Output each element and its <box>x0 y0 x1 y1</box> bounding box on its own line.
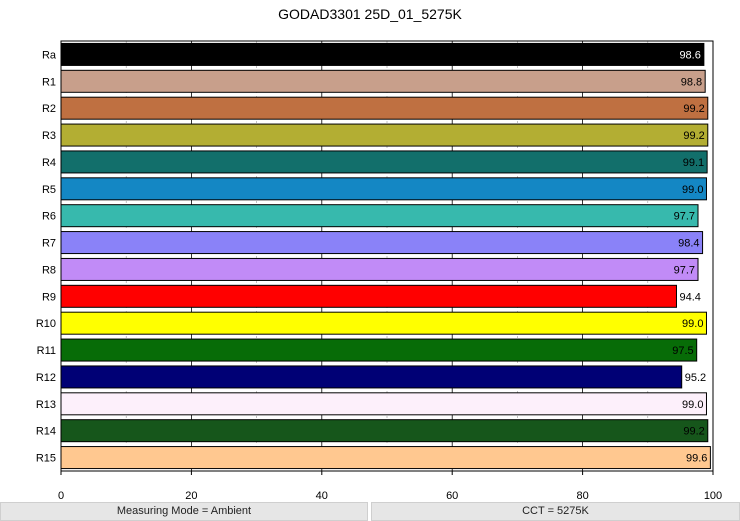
x-tick-label: 40 <box>316 490 328 501</box>
category-label: R9 <box>42 291 56 303</box>
value-label: 99.2 <box>683 130 704 142</box>
x-tick-label: 0 <box>58 490 64 501</box>
bar-r9 <box>60 284 677 308</box>
bar-r1 <box>60 69 706 93</box>
bar-r13 <box>60 392 707 416</box>
bar-r11 <box>60 338 698 362</box>
value-label: 99.6 <box>686 453 707 465</box>
category-label: R8 <box>42 264 56 276</box>
category-label: R7 <box>42 238 56 250</box>
bar-r6 <box>60 204 699 228</box>
category-label: R1 <box>42 76 56 88</box>
bar-r2 <box>60 96 709 120</box>
status-bar: Measuring Mode = Ambient CCT = 5275K <box>0 501 740 521</box>
value-label: 99.0 <box>682 184 703 196</box>
bar-r7 <box>60 231 704 255</box>
cct-label: CCT = 5275K <box>371 502 740 521</box>
value-label: 97.5 <box>672 345 693 357</box>
bar-r8 <box>60 257 699 281</box>
value-label: 95.2 <box>685 372 706 384</box>
value-label: 97.7 <box>674 264 695 276</box>
value-label: 97.7 <box>674 211 695 223</box>
value-label: 98.6 <box>679 49 700 61</box>
x-axis: 0 20 40 60 80 100 <box>58 471 722 501</box>
x-tick-label: 80 <box>576 490 588 501</box>
bar-ra <box>60 42 705 66</box>
x-tick-label: 100 <box>704 490 722 501</box>
value-label: 94.4 <box>679 291 700 303</box>
measuring-mode-label: Measuring Mode = Ambient <box>0 502 368 521</box>
bar-r5 <box>60 177 707 201</box>
bar-r15 <box>60 446 711 470</box>
category-label: R11 <box>37 345 56 357</box>
value-label: 99.0 <box>682 318 703 330</box>
category-label: R15 <box>36 453 56 465</box>
chart-bars: Ra 98.6 R1 98.8 R2 99.2 R3 99.2 R4 99.1 R5 99.0 R6 97… <box>36 42 711 470</box>
category-label: R12 <box>36 372 56 384</box>
value-label: 98.4 <box>678 238 699 250</box>
value-label: 99.1 <box>683 157 704 169</box>
category-label: R3 <box>42 130 56 142</box>
category-label: R14 <box>36 426 56 438</box>
bar-r4 <box>60 150 708 174</box>
bar-r14 <box>60 419 709 443</box>
bar-r10 <box>60 311 707 335</box>
category-label: R5 <box>42 184 56 196</box>
category-label: R10 <box>36 318 56 330</box>
x-tick-label: 60 <box>446 490 458 501</box>
bar-r12 <box>60 365 683 389</box>
category-label: Ra <box>42 49 57 61</box>
category-label: R2 <box>42 103 56 115</box>
category-label: R13 <box>36 399 56 411</box>
plot-frame <box>60 40 714 472</box>
x-tick-label: 20 <box>185 490 197 501</box>
category-label: R6 <box>42 211 56 223</box>
bar-r3 <box>60 123 709 147</box>
bar-chart: GODAD3301 25D_01_5275K Ra 98.6 R1 98.8 R2 99.… <box>36 6 722 501</box>
value-label: 99.2 <box>683 103 704 115</box>
chart-title: GODAD3301 25D_01_5275K <box>278 6 462 22</box>
value-label: 99.0 <box>682 399 703 411</box>
value-label: 99.2 <box>683 426 704 438</box>
category-label: R4 <box>42 157 56 169</box>
value-label: 98.8 <box>681 76 702 88</box>
